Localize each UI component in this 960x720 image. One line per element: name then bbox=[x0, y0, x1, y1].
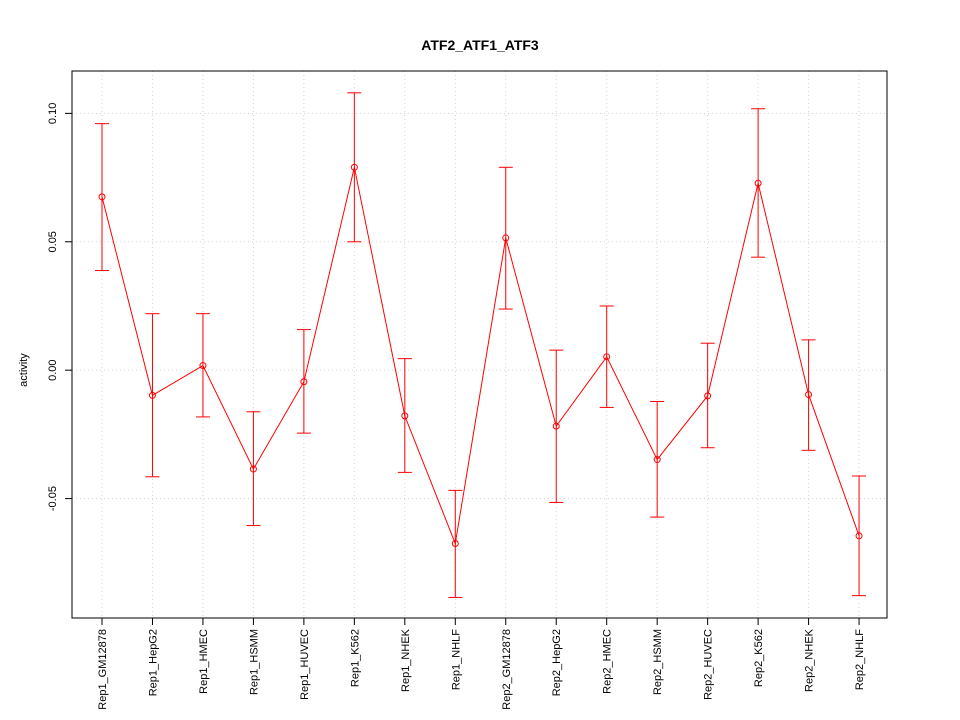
x-tick-label: Rep2_HepG2 bbox=[551, 629, 563, 696]
x-tick-label: Rep2_K562 bbox=[753, 629, 765, 687]
grid bbox=[72, 71, 887, 618]
x-tick-label: Rep2_GM12878 bbox=[501, 629, 513, 710]
x-tick-label: Rep1_HepG2 bbox=[147, 629, 159, 696]
data-point bbox=[653, 456, 661, 464]
data-point bbox=[300, 378, 308, 386]
x-tick-label: Rep1_HMEC bbox=[198, 629, 210, 694]
data-point bbox=[401, 412, 409, 420]
x-tick-label: Rep2_NHLF bbox=[854, 629, 866, 690]
y-tick-label: 0.10 bbox=[47, 103, 59, 124]
data-point bbox=[502, 234, 510, 242]
data-point bbox=[148, 391, 156, 399]
x-tick-label: Rep1_NHEK bbox=[400, 628, 412, 692]
y-axis: -0.05 0.00 0.05 0.10 bbox=[47, 103, 72, 511]
data-point bbox=[704, 392, 712, 400]
x-tick-label: Rep1_NHLF bbox=[450, 629, 462, 690]
data-point bbox=[855, 532, 863, 540]
data-point bbox=[98, 193, 106, 201]
data-point bbox=[552, 422, 560, 430]
data-point bbox=[805, 391, 813, 399]
data-point bbox=[249, 465, 257, 473]
data-point bbox=[603, 353, 611, 361]
series-line bbox=[101, 167, 860, 546]
x-tick-label: Rep1_HSMM bbox=[248, 629, 260, 695]
y-axis-label: activity bbox=[18, 353, 30, 387]
x-tick-label: Rep2_HSMM bbox=[652, 629, 664, 695]
chart-title: ATF2_ATF1_ATF3 bbox=[421, 37, 539, 53]
x-tick-label: Rep2_NHEK bbox=[804, 628, 816, 692]
x-axis: Rep1_GM12878 Rep1_HepG2 Rep1_HMEC Rep1_HSMM… bbox=[97, 618, 866, 710]
series bbox=[95, 92, 867, 598]
x-tick-label: Rep2_HUVEC bbox=[703, 629, 715, 700]
x-tick-label: Rep1_K562 bbox=[349, 629, 361, 687]
x-tick-label: Rep1_GM12878 bbox=[97, 629, 109, 710]
data-point bbox=[350, 163, 358, 171]
y-tick-label: 0.05 bbox=[47, 231, 59, 252]
x-tick-label: Rep1_HUVEC bbox=[299, 629, 311, 700]
x-tick-label: Rep2_HMEC bbox=[602, 629, 614, 694]
y-tick-label: 0.00 bbox=[47, 359, 59, 380]
data-point bbox=[199, 362, 207, 370]
data-point bbox=[754, 179, 762, 187]
plot-frame bbox=[71, 70, 888, 619]
data-point bbox=[451, 540, 459, 548]
y-tick-label: -0.05 bbox=[47, 486, 59, 511]
